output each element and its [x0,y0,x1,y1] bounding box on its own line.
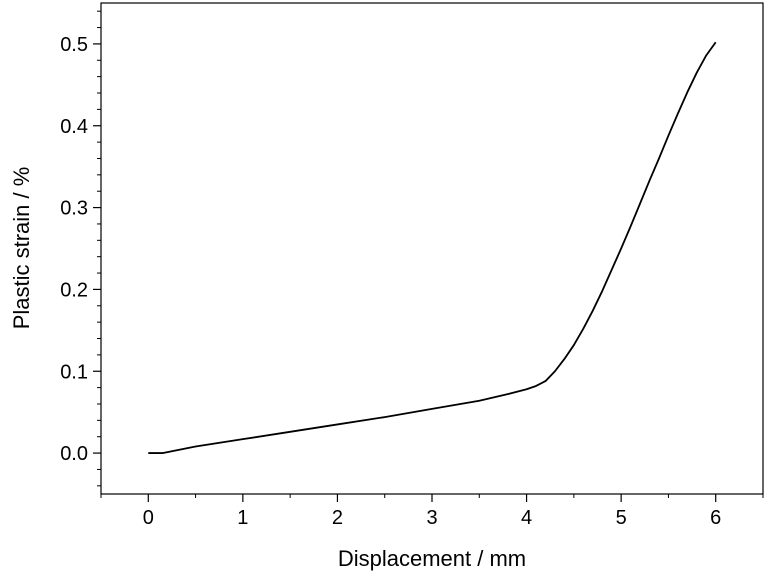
x-tick-label: 6 [710,507,721,529]
y-tick-label: 0.5 [60,34,88,56]
series-line [148,41,717,454]
series-layer [148,41,717,454]
plot-frame [100,2,764,495]
y-axis-ticks: 0.0 0.1 0.2 0.3 0.4 0.5 [60,10,101,487]
y-tick-label: 0.1 [60,361,88,383]
y-tick-label: 0.2 [60,279,88,301]
x-tick-label: 2 [332,507,343,529]
y-axis-title: Plastic strain / % [9,167,34,330]
x-axis-ticks: 0 1 2 3 4 5 6 [100,494,764,529]
x-tick-label: 0 [143,507,154,529]
x-tick-label: 1 [237,507,248,529]
x-tick-label: 3 [426,507,437,529]
y-tick-label: 0.4 [60,116,88,138]
x-tick-label: 4 [521,507,532,529]
y-tick-label: 0.0 [60,443,88,465]
x-tick-label: 5 [616,507,627,529]
x-axis-title: Displacement / mm [338,546,526,571]
y-tick-label: 0.3 [60,198,88,220]
